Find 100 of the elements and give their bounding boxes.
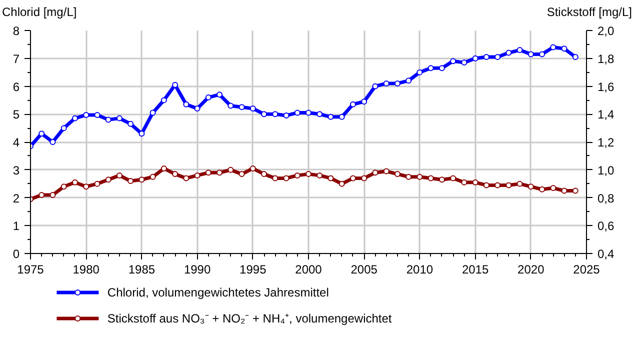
point (50, 192, 56, 198)
point (338, 180, 345, 187)
point (94, 180, 100, 187)
point (483, 54, 490, 60)
point (383, 80, 390, 86)
point (183, 101, 190, 108)
x-tick-label: 2020 (518, 262, 545, 276)
point (172, 171, 178, 178)
point (150, 174, 156, 180)
y-tick-label: 7 (12, 52, 20, 66)
point (160, 165, 167, 172)
y2-tick-label: 0,8 (598, 191, 615, 206)
point (372, 170, 378, 176)
point (83, 112, 90, 118)
point (38, 130, 45, 137)
point (394, 171, 400, 178)
point (60, 184, 67, 190)
point (272, 111, 278, 118)
point (150, 110, 156, 116)
x-tick-label: 1985 (128, 262, 156, 276)
point (183, 175, 190, 182)
point (283, 112, 290, 119)
point (60, 125, 67, 132)
point (228, 166, 234, 173)
point (138, 130, 145, 137)
point (250, 165, 256, 172)
point (294, 110, 300, 116)
point (383, 168, 390, 174)
y2-axis-title: Stickstoff [mg/L] (546, 4, 632, 21)
point (216, 92, 223, 98)
point (105, 176, 112, 183)
x-tick-label: 1990 (184, 262, 211, 276)
point (416, 69, 423, 76)
point (83, 184, 90, 190)
y2-tick-label: 0,4 (598, 247, 615, 261)
point (483, 182, 490, 188)
point (283, 175, 290, 182)
y2-tick-label: 1,2 (598, 136, 615, 150)
x-tick-label: 2015 (462, 262, 489, 276)
point (516, 180, 523, 187)
point (294, 172, 300, 178)
point (261, 171, 268, 178)
point (539, 186, 546, 192)
point (238, 171, 245, 178)
y-tick-label: 2 (12, 191, 20, 206)
point (428, 175, 434, 182)
point (506, 182, 512, 188)
point (306, 110, 312, 116)
point (138, 176, 145, 183)
x-tick-label: 1975 (17, 262, 44, 276)
x-tick-label: 1980 (72, 262, 100, 276)
point (128, 178, 134, 184)
point (516, 47, 523, 54)
point (338, 114, 345, 120)
y-tick-label: 4 (12, 136, 20, 150)
point (50, 139, 56, 145)
y-tick-label: 1 (12, 219, 20, 234)
point (94, 112, 100, 118)
point (506, 50, 512, 56)
point (361, 98, 368, 105)
point (472, 179, 478, 186)
y-tick-label: 6 (12, 80, 20, 94)
point (328, 175, 334, 182)
point (105, 116, 112, 123)
point (205, 170, 212, 176)
point (261, 111, 268, 118)
point (572, 54, 578, 60)
y-tick-label: 0 (12, 247, 20, 261)
point (528, 51, 534, 58)
point (128, 120, 134, 127)
y2-tick-label: 1,8 (598, 52, 615, 66)
y-axis-title: Chlorid [mg/L] (2, 4, 77, 21)
x-tick-label: 2025 (573, 262, 600, 276)
point (316, 172, 323, 178)
x-tick-label: 2005 (350, 262, 378, 276)
point (205, 94, 212, 100)
x-tick-label: 1995 (240, 262, 267, 276)
point (550, 44, 556, 50)
point (228, 102, 234, 109)
point (450, 175, 456, 182)
point (328, 114, 334, 120)
point (416, 174, 423, 180)
point (561, 188, 568, 194)
point (406, 174, 412, 180)
y2-tick-label: 1,6 (598, 80, 615, 94)
point (316, 111, 323, 118)
y2-tick-label: 2,0 (598, 24, 615, 38)
point (472, 55, 478, 62)
point (561, 46, 568, 52)
point (350, 175, 356, 182)
point (438, 176, 445, 183)
y-tick-label: 3 (12, 163, 20, 178)
y-tick-label: 5 (12, 108, 20, 122)
point (116, 172, 122, 178)
point (461, 60, 468, 66)
y2-tick-label: 1,4 (598, 108, 615, 122)
point (306, 171, 312, 178)
point (250, 106, 256, 112)
legend-label: Chlorid, volumengewichtetes Jahresmittel (107, 286, 329, 300)
point (72, 179, 78, 186)
